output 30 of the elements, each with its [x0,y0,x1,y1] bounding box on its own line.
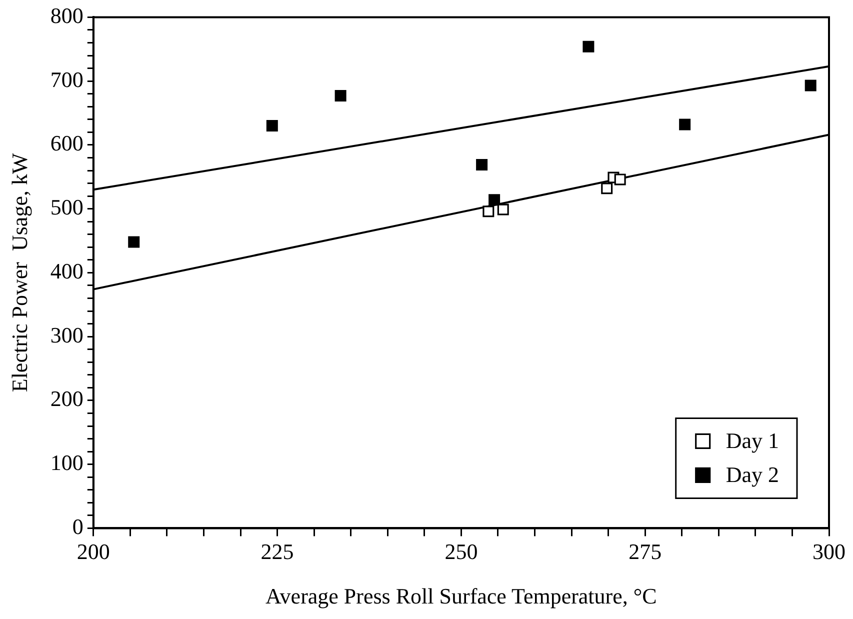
y-tick-label: 400 [50,258,84,284]
y-tick-label: 200 [50,386,84,412]
point [804,80,816,92]
point [497,204,509,216]
x-tick-label: 275 [628,539,662,564]
point [614,174,626,186]
y-tick-label: 300 [50,322,84,348]
x-tick-label: 200 [76,539,110,564]
y-tick-label: 0 [72,514,84,539]
x-tick-label: 250 [444,539,478,564]
point [266,120,278,132]
y-tick-label: 500 [50,194,84,220]
y-tick-label: 800 [50,2,84,28]
legend-label: Day 2 [726,462,780,487]
point [128,236,140,248]
point [334,90,346,102]
point [482,206,494,218]
point [601,182,613,194]
y-axis-title: Electric Power Usage, kW [6,153,32,392]
y-tick-label: 600 [50,130,84,156]
x-axis-title: Average Press Roll Surface Temperature, °C [266,584,657,609]
point [582,40,594,52]
x-tick-label: 300 [812,539,846,564]
point [679,118,691,130]
y-tick-label: 100 [50,450,84,476]
legend-label: Day 1 [726,428,780,453]
x-tick-label: 225 [260,539,294,564]
point [488,194,500,206]
y-tick-label: 700 [50,66,84,92]
point [476,159,488,170]
